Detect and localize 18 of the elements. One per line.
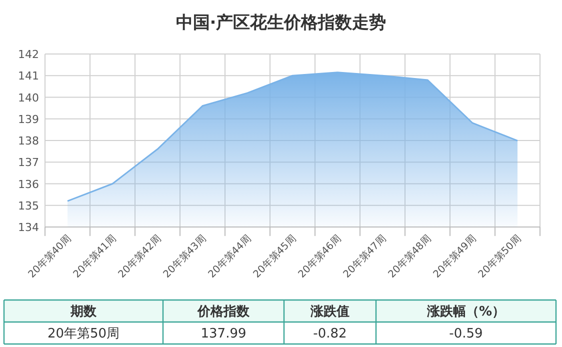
y-tick-label: 135: [18, 199, 39, 212]
y-tick-label: 142: [18, 48, 39, 61]
y-tick-label: 141: [18, 70, 39, 83]
text: 涨跌值: [310, 304, 350, 320]
y-tick-label: 137: [18, 156, 39, 170]
text: 20年第50周: [47, 326, 120, 342]
chart-title: 中国·产区花生价格指数走势: [176, 13, 386, 33]
text: 137.99: [200, 326, 246, 342]
text: -0.82: [313, 326, 347, 342]
text: -0.59: [449, 326, 483, 342]
y-tick-label: 136: [18, 178, 39, 191]
y-tick-label: 138: [18, 134, 39, 148]
y-tick-label: 140: [18, 91, 39, 104]
text: 期数: [70, 304, 98, 320]
y-tick-label: 134: [18, 221, 39, 234]
text: 涨跌幅（%）: [426, 304, 506, 320]
text: 价格指数: [196, 304, 250, 320]
y-tick-label: 139: [18, 112, 39, 126]
